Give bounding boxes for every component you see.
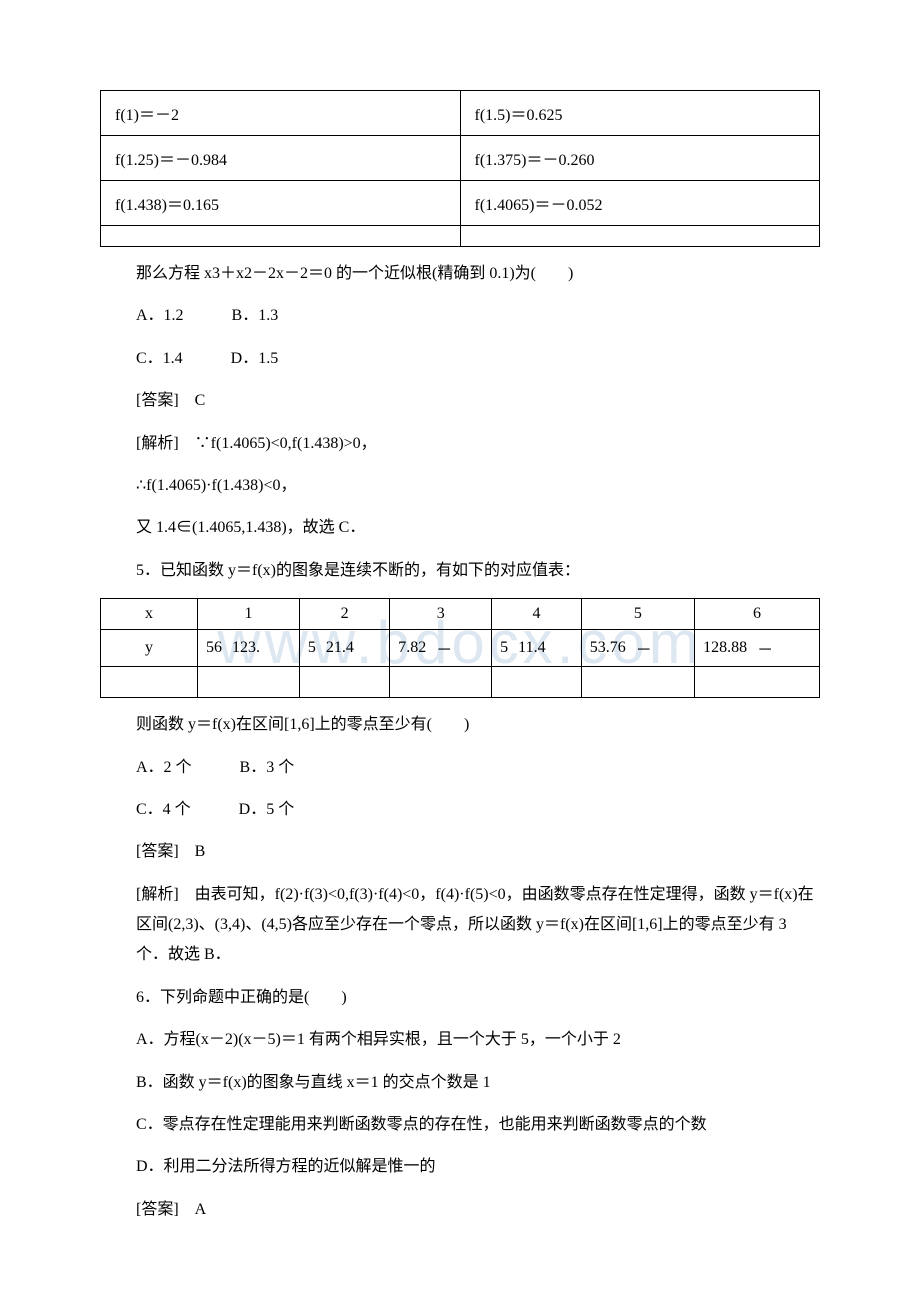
table-row	[101, 667, 820, 698]
cell: 1	[198, 599, 300, 630]
cell: 5	[581, 599, 694, 630]
table-row	[101, 226, 820, 247]
cell	[390, 667, 492, 698]
table-row: f(1.25)＝－0.984 f(1.375)＝－0.260	[101, 136, 820, 181]
cell-part: 56	[206, 639, 222, 657]
cell: 511.4	[492, 630, 582, 667]
explanation-line: 又 1.4∈(1.4065,1.438)，故选 C．	[136, 513, 820, 543]
option-line: C．1.4 D．1.5	[136, 344, 820, 374]
cell: y	[101, 630, 198, 667]
cell	[460, 226, 820, 247]
table-row: f(1.438)＝0.165 f(1.4065)＝－0.052	[101, 181, 820, 226]
explanation-block: [解析] 由表可知，f(2)·f(3)<0,f(3)·f(4)<0，f(4)·f…	[136, 880, 820, 971]
cell: f(1.438)＝0.165	[101, 181, 461, 226]
table-row: y 56123. 521.4 7.82－ 511.4 53.76－ 128.88…	[101, 630, 820, 667]
cell: f(1.5)＝0.625	[460, 91, 820, 136]
cell: f(1)＝－2	[101, 91, 461, 136]
cell: 128.88 －	[695, 630, 820, 667]
cell	[581, 667, 694, 698]
question-stem: 6．下列命题中正确的是( )	[136, 983, 820, 1013]
table-xy-values: x 1 2 3 4 5 6 y 56123. 521.4 7.82－ 511.4…	[100, 598, 820, 698]
cell: f(1.25)＝－0.984	[101, 136, 461, 181]
option-line: C．零点存在性定理能用来判断函数零点的存在性，也能用来判断函数零点的个数	[136, 1110, 820, 1140]
cell: f(1.375)＝－0.260	[460, 136, 820, 181]
option-line: C．4 个 D．5 个	[136, 795, 820, 825]
option-line: A．方程(x－2)(x－5)＝1 有两个相异实根，且一个大于 5，一个小于 2	[136, 1025, 820, 1055]
cell-part: 53.76	[590, 639, 626, 657]
cell-part: －	[757, 636, 773, 660]
cell: x	[101, 599, 198, 630]
cell: 4	[492, 599, 582, 630]
cell: 3	[390, 599, 492, 630]
explanation-line: [解析] ∵f(1.4065)<0,f(1.438)>0，	[136, 429, 820, 459]
cell-part: 21.4	[326, 639, 354, 657]
option-line: D．利用二分法所得方程的近似解是惟一的	[136, 1152, 820, 1182]
cell-part: 128.88	[703, 639, 747, 657]
option-line: B．函数 y＝f(x)的图象与直线 x＝1 的交点个数是 1	[136, 1068, 820, 1098]
cell	[695, 667, 820, 698]
cell	[198, 667, 300, 698]
answer-label: [答案] C	[136, 386, 820, 416]
cell-part: 7.82	[398, 639, 426, 657]
cell-part: 123.	[232, 639, 260, 657]
cell	[101, 667, 198, 698]
cell: 2	[299, 599, 389, 630]
cell	[299, 667, 389, 698]
option-line: A．2 个 B．3 个	[136, 753, 820, 783]
cell-part: －	[436, 636, 452, 660]
cell: 6	[695, 599, 820, 630]
cell-part: 11.4	[518, 639, 545, 657]
cell	[101, 226, 461, 247]
cell: 56 123.	[198, 630, 300, 667]
option-line: A．1.2 B．1.3	[136, 301, 820, 331]
cell-part: －	[636, 636, 652, 660]
cell: 521.4	[299, 630, 389, 667]
answer-label: [答案] B	[136, 837, 820, 867]
question-followup: 则函数 y＝f(x)在区间[1,6]上的零点至少有( )	[136, 710, 820, 740]
cell-part: 5	[500, 639, 508, 657]
answer-label: [答案] A	[136, 1195, 820, 1225]
table-row: f(1)＝－2 f(1.5)＝0.625	[101, 91, 820, 136]
question-stem: 那么方程 x3＋x2－2x－2＝0 的一个近似根(精确到 0.1)为( )	[136, 259, 820, 289]
cell-part: 5	[308, 639, 316, 657]
cell: 53.76 －	[581, 630, 694, 667]
table-row: x 1 2 3 4 5 6	[101, 599, 820, 630]
cell: 7.82 －	[390, 630, 492, 667]
cell	[492, 667, 582, 698]
table-bisection-values: f(1)＝－2 f(1.5)＝0.625 f(1.25)＝－0.984 f(1.…	[100, 90, 820, 247]
cell: f(1.4065)＝－0.052	[460, 181, 820, 226]
question-stem: 5．已知函数 y＝f(x)的图象是连续不断的，有如下的对应值表：	[136, 556, 820, 586]
explanation-line: ∴f(1.4065)·f(1.438)<0，	[136, 471, 820, 501]
